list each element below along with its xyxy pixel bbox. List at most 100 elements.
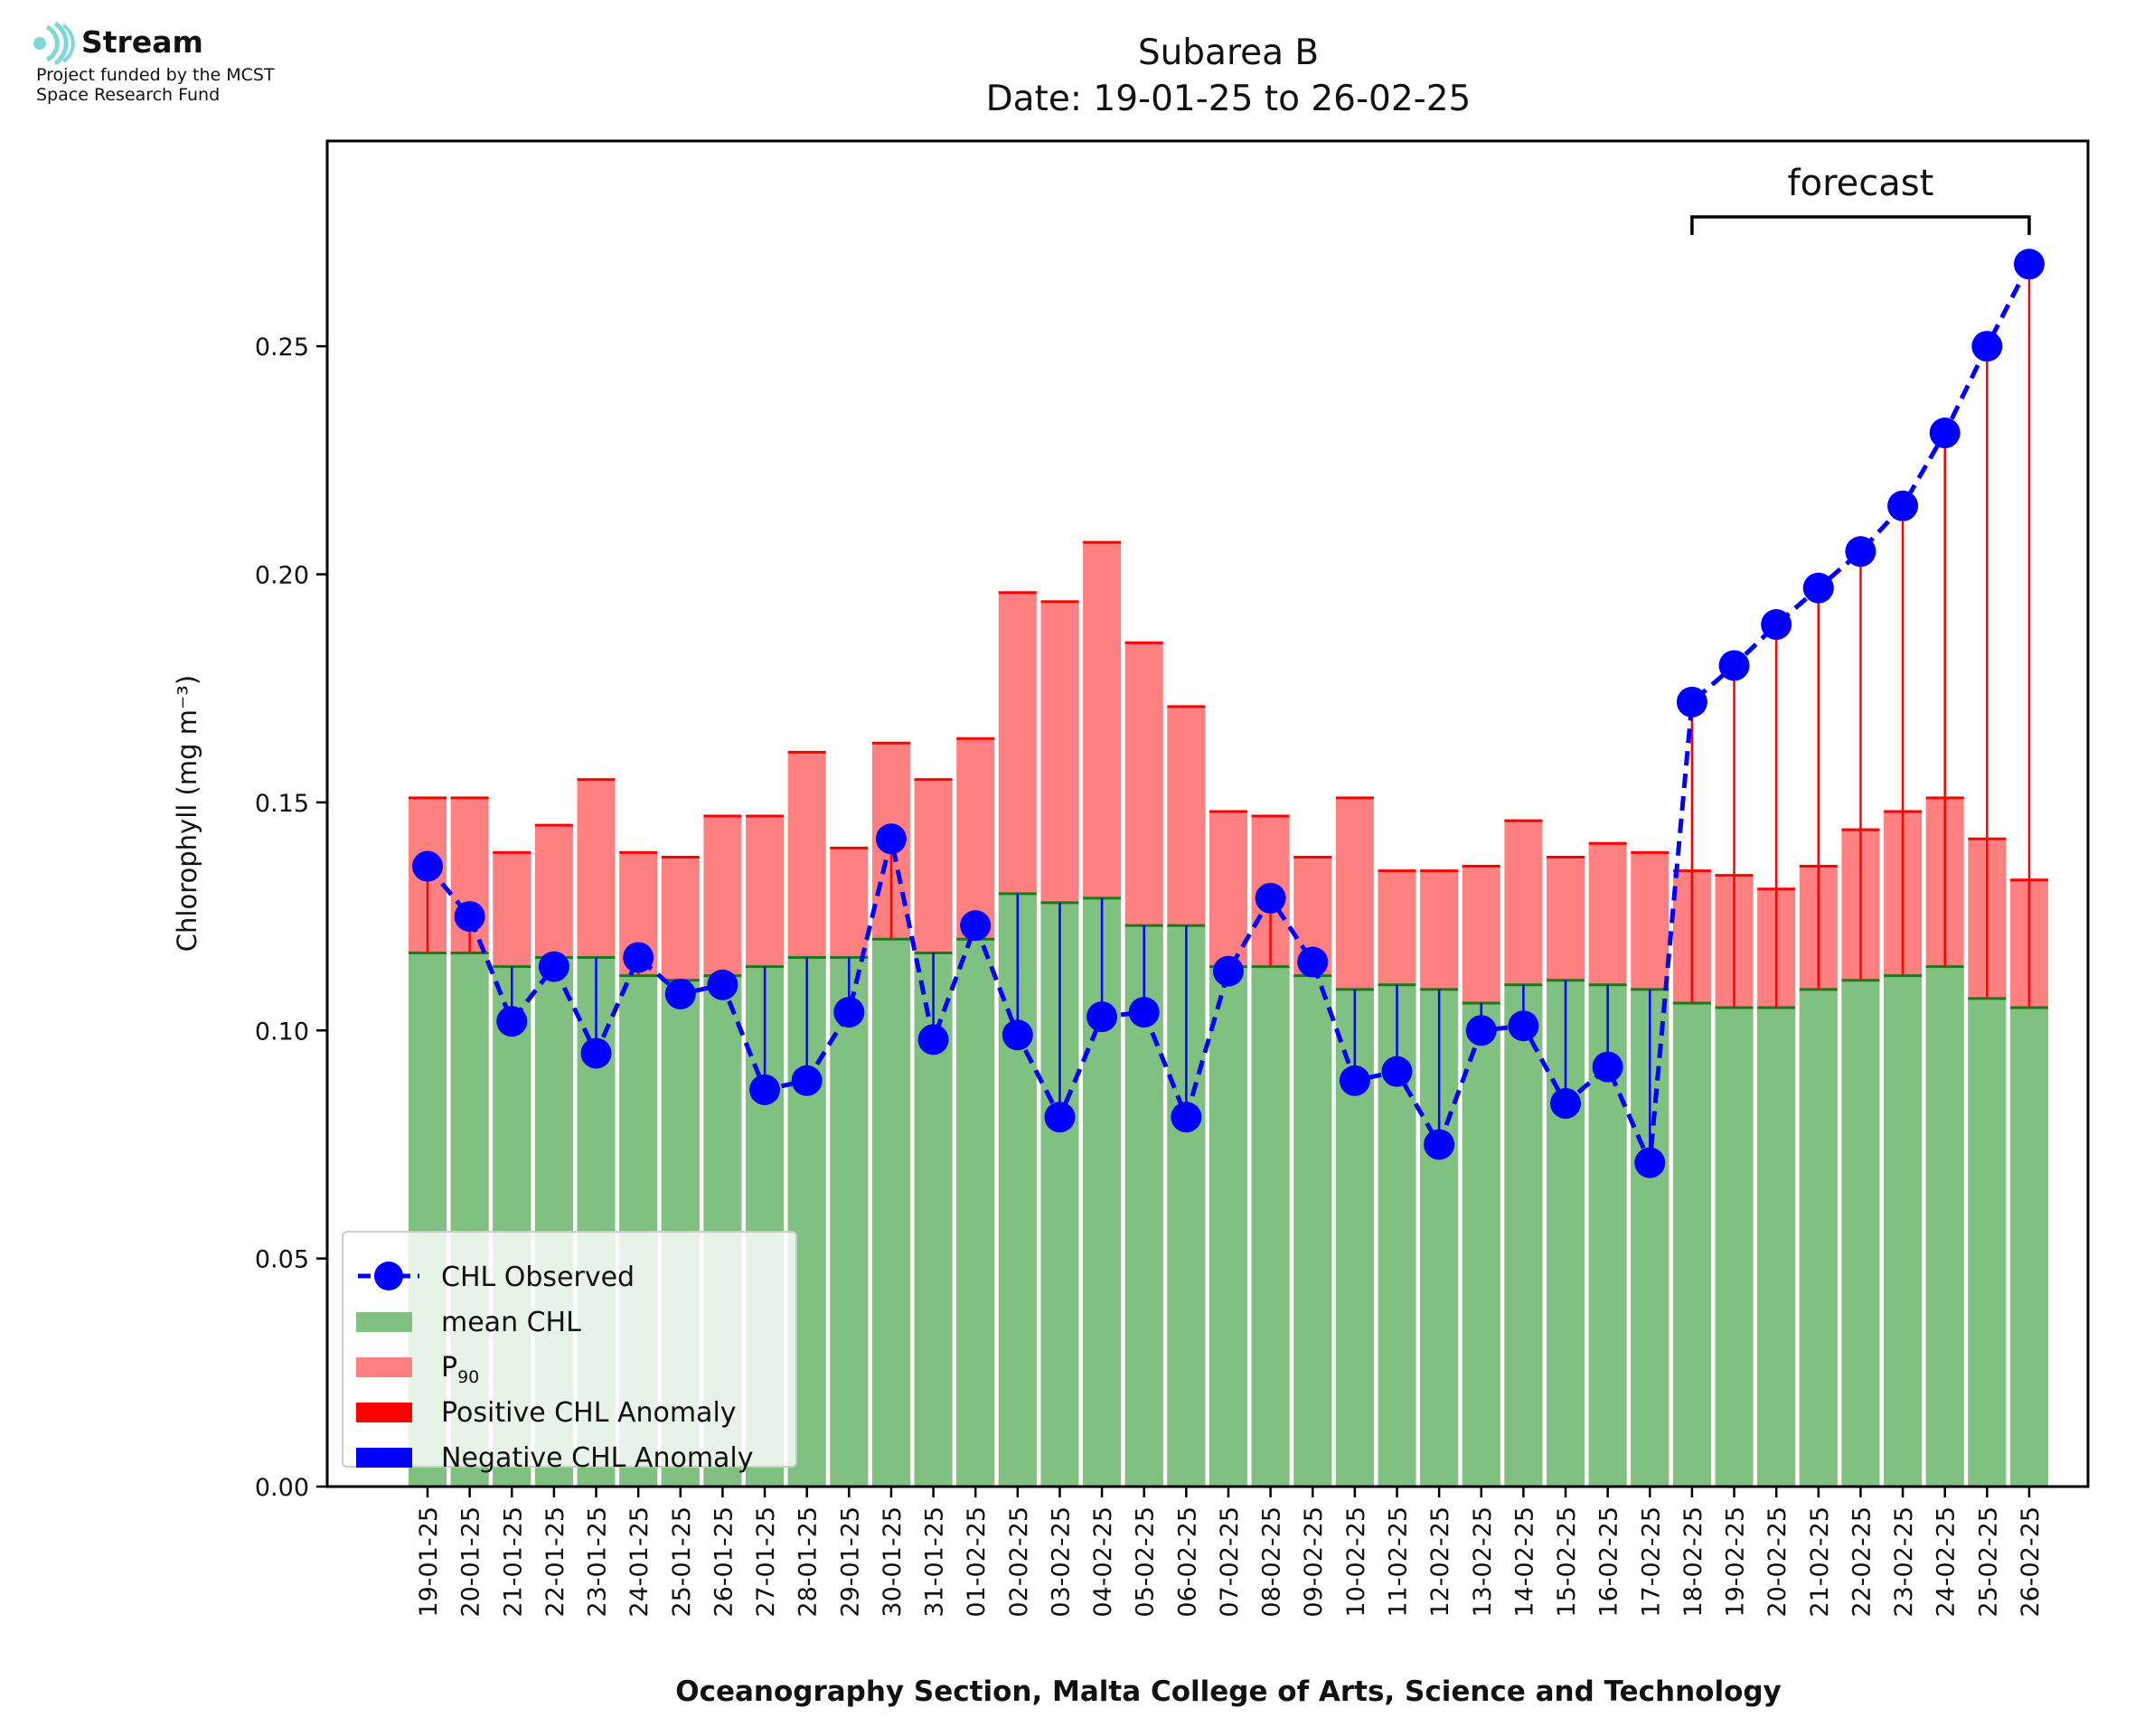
observed-point — [2013, 249, 2045, 280]
x-axis-label: Oceanography Section, Malta College of A… — [675, 1675, 1782, 1708]
observed-point — [707, 969, 738, 1000]
mean-bar — [1968, 998, 2007, 1487]
observed-point — [1424, 1129, 1455, 1160]
chart-subtitle: Date: 19-01-25 to 26-02-25 — [986, 79, 1472, 119]
x-tick-label: 19-01-25 — [415, 1506, 443, 1618]
observed-point — [1971, 331, 2003, 362]
observed-line — [426, 263, 2032, 1172]
observed-line-layer — [412, 249, 2045, 1178]
x-tick-label: 30-01-25 — [879, 1506, 907, 1618]
observed-point — [1086, 1001, 1118, 1033]
observed-point — [1887, 490, 1919, 521]
x-tick-label: 11-02-25 — [1384, 1506, 1412, 1618]
mean-bar — [1209, 966, 1247, 1487]
legend-label-p90-main: P — [441, 1352, 458, 1384]
x-tick-label: 13-02-25 — [1469, 1506, 1497, 1618]
x-tick-label: 02-02-25 — [1005, 1506, 1033, 1618]
x-tick-label: 19-02-25 — [1722, 1506, 1750, 1618]
y-tick-label: 0.05 — [255, 1246, 309, 1274]
x-tick-label: 22-01-25 — [541, 1506, 569, 1618]
mean-bar — [1504, 984, 1543, 1487]
mean-bar — [830, 957, 869, 1487]
x-tick-label: 14-02-25 — [1510, 1506, 1538, 1618]
x-tick-label: 09-02-25 — [1300, 1506, 1328, 1618]
mean-bar — [1715, 1008, 1754, 1487]
x-tick-label: 04-02-25 — [1089, 1506, 1117, 1618]
x-tick-label: 17-02-25 — [1637, 1506, 1665, 1618]
y-axis: 0.00 0.05 0.10 0.15 0.20 0.25 — [255, 333, 327, 1502]
observed-point — [1718, 650, 1750, 681]
legend-label-p90-sub: 90 — [457, 1367, 480, 1387]
observed-point — [1128, 997, 1160, 1028]
observed-point — [1761, 609, 1792, 641]
observed-point — [1381, 1056, 1413, 1087]
legend-swatch-mean — [356, 1312, 412, 1332]
x-tick-label: 28-01-25 — [795, 1506, 823, 1618]
x-tick-label: 06-02-25 — [1173, 1506, 1201, 1618]
x-tick-label: 20-01-25 — [457, 1506, 485, 1618]
observed-point — [538, 951, 569, 982]
y-tick-label: 0.10 — [255, 1018, 309, 1046]
observed-point — [791, 1065, 823, 1096]
x-tick-label: 21-01-25 — [499, 1506, 527, 1618]
legend-label-negative: Negative CHL Anomaly — [441, 1442, 754, 1474]
observed-point — [917, 1024, 949, 1056]
observed-point — [1508, 1010, 1539, 1042]
observed-point — [875, 823, 907, 855]
x-tick-label: 22-02-25 — [1848, 1506, 1876, 1618]
x-tick-label: 27-01-25 — [752, 1506, 780, 1618]
mean-bar — [1293, 975, 1332, 1487]
x-tick-label: 24-02-25 — [1933, 1506, 1961, 1618]
legend-label-mean: mean CHL — [441, 1307, 581, 1338]
observed-point — [833, 997, 865, 1028]
observed-point — [749, 1074, 781, 1105]
y-tick-label: 0.20 — [255, 562, 309, 590]
x-tick-label: 10-02-25 — [1342, 1506, 1370, 1618]
observed-point — [1550, 1088, 1582, 1120]
x-tick-label: 25-01-25 — [668, 1506, 696, 1618]
stream-logo-icon — [33, 22, 75, 65]
legend-item-observed: CHL Observed — [343, 1258, 795, 1294]
x-tick-label: 21-02-25 — [1806, 1506, 1834, 1618]
y-tick-label: 0.15 — [255, 790, 309, 818]
x-tick-label: 31-01-25 — [921, 1506, 949, 1618]
observed-point — [1592, 1051, 1623, 1083]
mean-bar — [2009, 1008, 2048, 1487]
logo-subtitle-line1: Project funded by the MCST — [36, 65, 275, 85]
mean-bar — [1672, 1002, 1711, 1487]
logo-name: Stream — [81, 24, 203, 60]
observed-point — [623, 942, 654, 973]
x-tick-label: 05-02-25 — [1132, 1506, 1160, 1618]
observed-point — [1339, 1065, 1370, 1096]
logo-subtitle-line2: Space Research Fund — [36, 85, 221, 105]
observed-point — [496, 1006, 528, 1037]
x-tick-label: 20-02-25 — [1764, 1506, 1792, 1618]
forecast-label: forecast — [1788, 163, 1934, 204]
legend-label-p90: P90 — [441, 1352, 479, 1387]
mean-bar — [1757, 1008, 1796, 1487]
observed-point — [1171, 1102, 1202, 1133]
x-tick-label: 29-01-25 — [836, 1506, 864, 1618]
mean-bar — [1251, 966, 1290, 1487]
x-tick-label: 16-02-25 — [1595, 1506, 1623, 1618]
x-tick-label: 01-02-25 — [963, 1506, 991, 1618]
legend-item-positive: Positive CHL Anomaly — [343, 1393, 795, 1430]
mean-bar — [1841, 980, 1880, 1487]
forecast-bracket-line — [1690, 215, 2031, 235]
legend-label-observed: CHL Observed — [441, 1262, 635, 1293]
observed-point — [1676, 686, 1707, 718]
observed-point — [1465, 1015, 1497, 1046]
observed-point — [1634, 1147, 1666, 1178]
x-tick-label: 08-02-25 — [1258, 1506, 1286, 1618]
mean-bar — [871, 939, 910, 1487]
legend-label-positive: Positive CHL Anomaly — [441, 1397, 737, 1429]
y-tick-label: 0.00 — [255, 1474, 309, 1502]
y-axis-label: Chlorophyll (mg m⁻³) — [172, 675, 202, 952]
observed-point — [1044, 1102, 1076, 1133]
observed-point — [1845, 536, 1877, 568]
mean-bar — [1462, 1002, 1500, 1487]
legend-swatch-positive — [356, 1403, 412, 1422]
legend-swatch-negative — [356, 1448, 412, 1468]
observed-point — [580, 1037, 612, 1069]
